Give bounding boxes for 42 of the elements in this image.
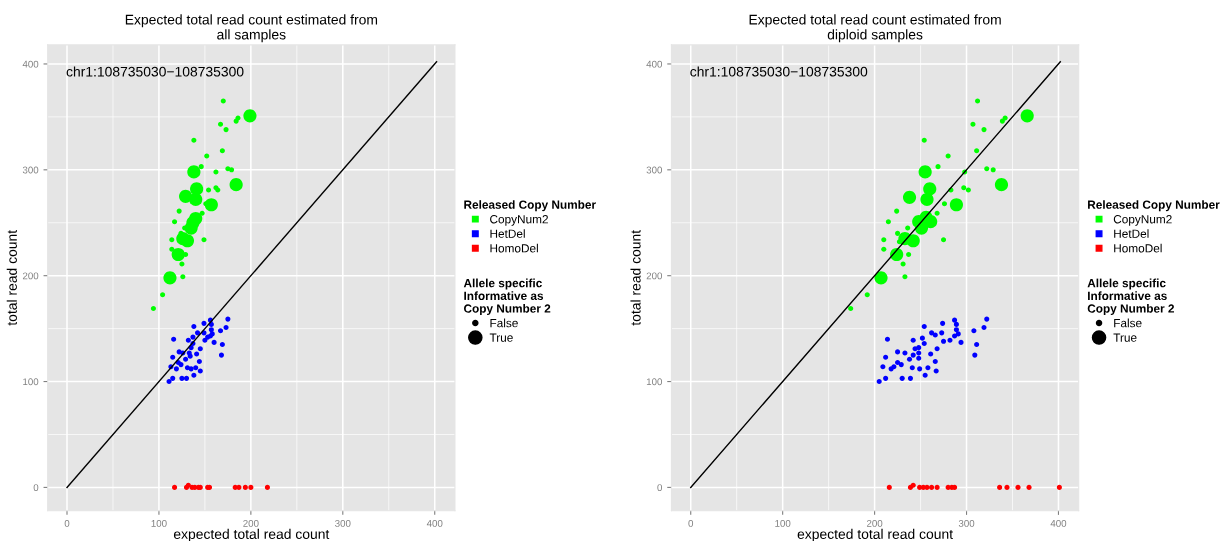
legend-label: HomoDel: [1114, 243, 1162, 253]
legend-label: False: [490, 318, 518, 328]
text: Allele specific Informative as Copy Number 2: [463, 278, 551, 316]
y-tick-label: 400: [646, 60, 663, 68]
x-tick-label: 300: [335, 519, 351, 527]
legend-label: CopyNum2: [1113, 215, 1172, 226]
y-tick-label: 100: [23, 378, 39, 386]
y-tick-label: 300: [22, 166, 39, 174]
legend-label: True: [489, 333, 513, 342]
x-tick-label: 100: [775, 519, 791, 527]
text: Released Copy Number: [1088, 200, 1220, 212]
x-tick-label: 100: [151, 519, 167, 527]
legend-label: HetDel: [1114, 229, 1149, 238]
text: Released Copy Number: [464, 200, 596, 212]
x-tick-label: 0: [688, 519, 694, 527]
x-tick-label: 0: [64, 519, 70, 527]
x-tick-label: 300: [958, 519, 975, 527]
x-axis-title: expected total read count: [173, 528, 330, 541]
legend-label: True: [1113, 333, 1137, 342]
annotation: chr1:108735030−108735300: [690, 66, 868, 77]
chart-title: Expected total read count estimated from all samples: [125, 14, 378, 43]
legend-label: HomoDel: [490, 243, 538, 253]
x-tick-label: 200: [866, 519, 883, 527]
y-tick-label: 0: [33, 484, 39, 492]
chart-title: Expected total read count estimated from diploid samples: [749, 14, 1001, 43]
y-tick-label: 400: [22, 60, 39, 68]
y-tick-label: 200: [22, 272, 39, 280]
x-tick-label: 400: [1050, 519, 1067, 527]
y-axis-title: total read count: [6, 230, 17, 326]
annotation: chr1:108735030−108735300: [66, 66, 244, 77]
legend-label: HetDel: [490, 229, 525, 238]
y-tick-label: 100: [646, 378, 663, 386]
y-axis-title: total read count: [630, 230, 641, 326]
y-tick-label: 200: [646, 272, 663, 280]
text: Allele specific Informative as Copy Number 2: [1087, 278, 1175, 316]
legend-label: CopyNum2: [490, 215, 548, 226]
y-tick-label: 300: [646, 166, 663, 174]
x-axis-title: expected total read count: [797, 528, 953, 541]
x-tick-label: 400: [426, 519, 443, 527]
y-tick-label: 0: [657, 484, 663, 492]
legend-label: False: [1114, 318, 1142, 328]
x-tick-label: 200: [243, 519, 259, 527]
